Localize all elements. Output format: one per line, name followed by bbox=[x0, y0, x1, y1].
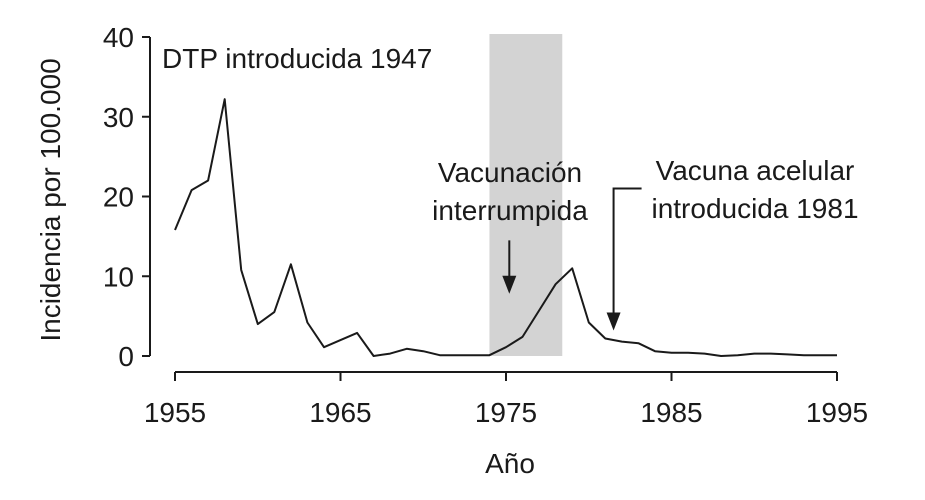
annotation-text: Vacuna acelular introducida 1981 bbox=[651, 155, 858, 224]
annotation-text: Vacunación interrumpida bbox=[432, 157, 588, 226]
x-tick-label: 1975 bbox=[475, 397, 537, 428]
annotations: DTP introducida 1947 Vacunación interrumpi… bbox=[162, 43, 859, 331]
y-ticks: 0 10 20 30 40 bbox=[103, 22, 150, 372]
x-tick-label: 1965 bbox=[309, 397, 371, 428]
y-tick-label: 0 bbox=[118, 341, 134, 372]
y-tick-label: 10 bbox=[103, 261, 134, 292]
y-tick-label: 40 bbox=[103, 22, 134, 53]
arrow-head-icon bbox=[502, 275, 517, 294]
series-line bbox=[174, 98, 837, 357]
x-axis-title: Año bbox=[485, 448, 535, 479]
shaded-band bbox=[489, 34, 563, 356]
arrow-head-icon bbox=[606, 312, 621, 331]
annotation-arrow-line bbox=[612, 187, 642, 317]
axes: 0 10 20 30 40 1955 1965 1975 1985 1995 bbox=[103, 22, 868, 428]
y-tick-label: 20 bbox=[103, 182, 134, 213]
x-tick-label: 1995 bbox=[806, 397, 868, 428]
x-tick-label: 1985 bbox=[640, 397, 702, 428]
x-ticks: 1955 1965 1975 1985 1995 bbox=[144, 372, 868, 428]
annotation-text: DTP introducida 1947 bbox=[162, 43, 432, 74]
y-axis-title: Incidencia por 100.000 bbox=[35, 58, 66, 341]
x-tick-label: 1955 bbox=[144, 397, 206, 428]
y-tick-label: 30 bbox=[103, 102, 134, 133]
